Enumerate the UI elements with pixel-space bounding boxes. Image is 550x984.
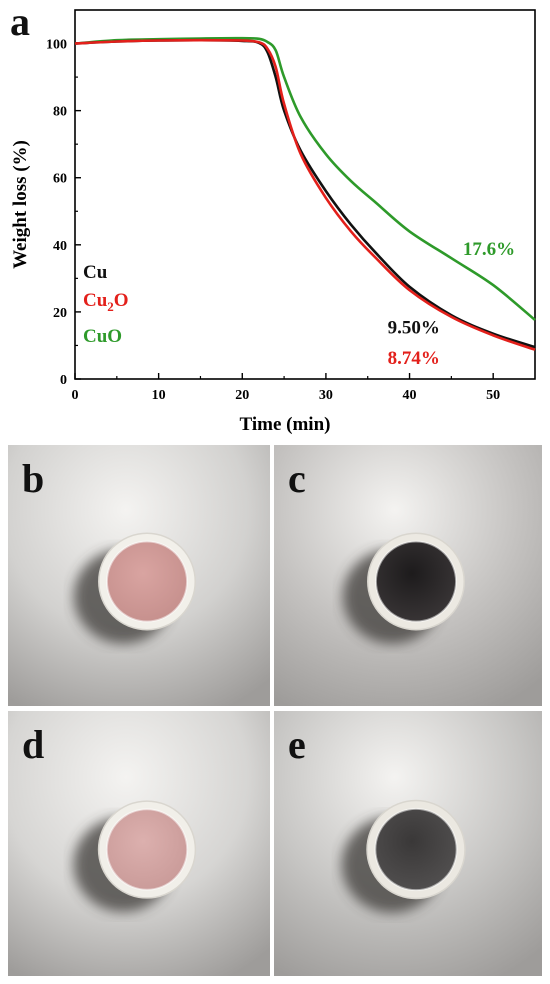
cup-inner-rim xyxy=(105,540,189,623)
panel-label-d: d xyxy=(22,722,45,767)
powder-sample xyxy=(375,541,457,622)
series-line-cuo xyxy=(74,36,536,321)
photo-panel-b: b xyxy=(8,445,270,706)
legend-entry: CuO xyxy=(83,326,122,347)
panel-label-e: e xyxy=(288,722,306,767)
panel-label-c: c xyxy=(288,456,306,501)
value-annotation: 17.6% xyxy=(463,239,515,260)
panel-label-b: b xyxy=(22,456,45,501)
powder-sample xyxy=(106,809,188,890)
photo-d-image xyxy=(8,711,270,976)
photo-e-image xyxy=(274,711,542,976)
x-tick-label: 10 xyxy=(152,388,166,403)
cup-inner-rim xyxy=(374,540,458,623)
y-tick-label: 80 xyxy=(53,105,67,120)
value-annotation: 9.50% xyxy=(388,318,440,339)
series-line-cu xyxy=(74,38,536,349)
x-tick-label: 0 xyxy=(72,388,79,403)
y-tick-label: 0 xyxy=(60,373,67,388)
y-tick-label: 100 xyxy=(46,38,67,53)
series-line-cu2o xyxy=(74,38,536,351)
y-tick-label: 60 xyxy=(53,172,67,187)
y-tick-label: 40 xyxy=(53,239,67,254)
photo-c-image xyxy=(274,445,542,706)
panel-label-a: a xyxy=(10,0,30,44)
tga-chart-panel: 0 10 20 30 40 50 0 20 40 60 80 100 Time (min) Weight … xyxy=(0,0,550,440)
y-tick-label: 20 xyxy=(53,306,67,321)
legend-entry: Cu xyxy=(83,262,108,283)
x-tick-label: 30 xyxy=(319,388,333,403)
photo-panel-e: e xyxy=(274,711,542,976)
cup-inner-rim xyxy=(105,808,189,891)
x-tick-label: 40 xyxy=(403,388,417,403)
x-tick-label: 50 xyxy=(486,388,500,403)
photo-panel-d: d xyxy=(8,711,270,976)
plot-frame xyxy=(74,9,536,380)
tga-chart: 0 10 20 30 40 50 0 20 40 60 80 100 Time (min) Weight … xyxy=(10,9,536,435)
powder-sample xyxy=(375,808,457,891)
y-axis-label: Weight loss (%) xyxy=(10,140,31,269)
value-annotation: 8.74% xyxy=(388,348,440,369)
photo-panel-c: c xyxy=(274,445,542,706)
photo-b-image xyxy=(8,445,270,706)
x-axis-label: Time (min) xyxy=(240,414,331,435)
legend-entry: Cu2O xyxy=(83,290,129,314)
powder-sample xyxy=(106,541,188,622)
cup-inner-rim xyxy=(374,807,458,892)
x-tick-label: 20 xyxy=(235,388,249,403)
